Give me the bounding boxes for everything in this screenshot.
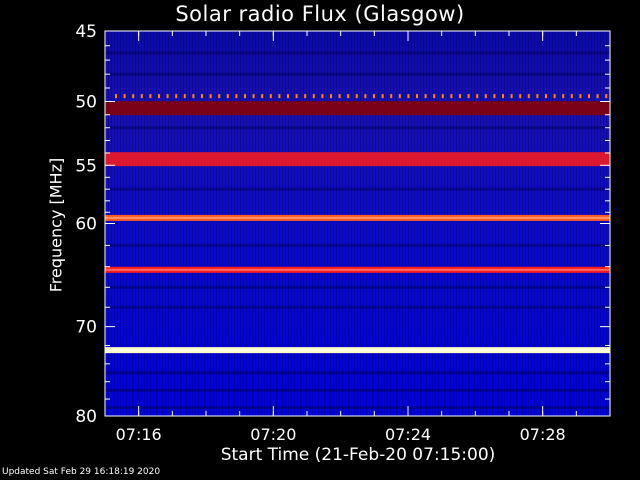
periodic-dot	[519, 94, 522, 99]
periodic-dot	[364, 94, 367, 99]
periodic-dot	[373, 94, 375, 99]
periodic-dot	[175, 94, 178, 99]
periodic-dot	[149, 94, 152, 99]
background-band	[105, 72, 610, 76]
periodic-dot	[424, 94, 427, 99]
periodic-dot	[467, 94, 470, 99]
periodic-dot	[570, 94, 573, 99]
periodic-dot	[287, 94, 289, 99]
y-tick-label: 55	[75, 156, 97, 176]
periodic-dot	[476, 94, 479, 99]
periodic-dot	[295, 94, 298, 99]
periodic-dot	[338, 94, 341, 99]
periodic-dot	[553, 94, 556, 99]
periodic-dot	[261, 94, 264, 99]
periodic-dot	[407, 94, 410, 99]
spectrogram-texture	[105, 31, 610, 416]
signal-band	[105, 101, 610, 116]
chart-title: Solar radio Flux (Glasgow)	[175, 2, 465, 26]
background-band	[105, 406, 610, 410]
signal-band	[105, 152, 610, 167]
y-tick-label: 70	[75, 318, 97, 338]
periodic-dot	[510, 94, 513, 99]
background-band	[105, 305, 610, 309]
periodic-dot	[459, 94, 461, 99]
periodic-dot	[355, 94, 358, 99]
updated-timestamp: Updated Sat Feb 29 16:18:19 2020	[2, 467, 161, 477]
periodic-dot	[226, 94, 229, 99]
x-tick-label: 07:24	[385, 425, 431, 444]
periodic-dot	[562, 94, 565, 99]
periodic-dot	[269, 94, 272, 99]
periodic-dot	[416, 94, 418, 99]
signal-line-core	[105, 216, 610, 219]
periodic-dot	[493, 94, 496, 99]
periodic-dot	[502, 94, 504, 99]
y-tick-label: 45	[75, 22, 97, 42]
background-band	[105, 187, 610, 191]
x-axis-label: Start Time (21-Feb-20 07:15:00)	[220, 445, 496, 465]
periodic-dot	[123, 94, 126, 99]
periodic-dot	[166, 94, 169, 99]
periodic-dot	[158, 94, 160, 99]
periodic-dot	[484, 94, 487, 99]
periodic-dot	[278, 94, 281, 99]
periodic-dot	[312, 94, 315, 99]
periodic-dot	[381, 94, 384, 99]
periodic-dot	[304, 94, 307, 99]
background-band	[105, 51, 610, 55]
periodic-dot	[330, 94, 332, 99]
y-axis-label: Frequency [MHz]	[46, 157, 66, 293]
periodic-dot	[252, 94, 255, 99]
periodic-dot	[579, 94, 582, 99]
signal-line-core	[105, 349, 610, 352]
signal-line	[105, 266, 610, 273]
periodic-dot	[398, 94, 401, 99]
signal-line-core	[105, 268, 610, 271]
periodic-dot	[235, 94, 238, 99]
periodic-dot	[201, 94, 203, 99]
x-tick-label: 07:20	[250, 425, 296, 444]
background-band	[105, 285, 610, 289]
x-tick-label: 07:16	[116, 425, 162, 444]
periodic-dot	[588, 94, 590, 99]
periodic-dot	[209, 94, 212, 99]
periodic-dot	[545, 94, 547, 99]
y-tick-label: 80	[75, 407, 97, 427]
signal-line	[105, 347, 610, 354]
periodic-dot	[218, 94, 221, 99]
periodic-dot	[441, 94, 444, 99]
periodic-dot	[347, 94, 350, 99]
periodic-dot	[115, 94, 117, 99]
periodic-dot	[536, 94, 539, 99]
background-band	[105, 388, 610, 392]
periodic-dot	[596, 94, 599, 99]
background-band	[105, 243, 610, 247]
background-band	[105, 371, 610, 375]
x-tick-label: 07:28	[520, 425, 566, 444]
y-tick-label: 50	[75, 93, 97, 113]
periodic-dot	[321, 94, 324, 99]
periodic-dot	[450, 94, 453, 99]
periodic-dot	[132, 94, 135, 99]
periodic-dot	[527, 94, 530, 99]
periodic-dot	[605, 94, 608, 99]
periodic-dot	[192, 94, 195, 99]
periodic-dot	[390, 94, 393, 99]
periodic-dot	[244, 94, 246, 99]
periodic-dot	[140, 94, 143, 99]
periodic-dot	[433, 94, 436, 99]
periodic-dot	[183, 94, 186, 99]
y-tick-label: 60	[75, 215, 97, 235]
signal-line	[105, 214, 610, 221]
background-band	[105, 126, 610, 130]
